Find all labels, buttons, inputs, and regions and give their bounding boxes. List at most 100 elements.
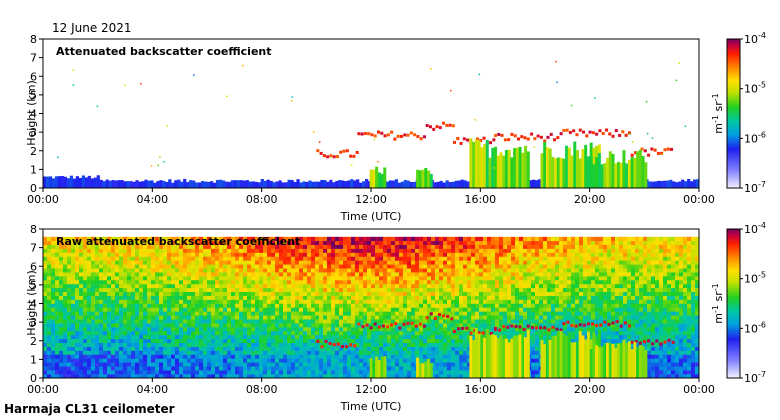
cloud-cell xyxy=(624,133,628,137)
raw-cell xyxy=(475,256,480,261)
raw-cell xyxy=(275,295,280,300)
raw-cell xyxy=(139,358,144,363)
boundary-layer-cell xyxy=(165,181,169,188)
raw-cell xyxy=(459,295,464,300)
raw-cell xyxy=(451,362,456,367)
raw-cell xyxy=(139,327,144,332)
raw-cell xyxy=(195,374,200,378)
raw-cell xyxy=(435,244,440,249)
raw-cell xyxy=(307,338,312,344)
raw-cell xyxy=(215,276,220,281)
raw-cell xyxy=(515,260,520,265)
raw-cell xyxy=(123,319,128,324)
raw-cell xyxy=(391,248,396,253)
raw-cell xyxy=(191,276,196,281)
cloud-cell xyxy=(357,132,361,136)
raw-cell xyxy=(175,338,180,344)
raw-cell xyxy=(99,252,104,257)
raw-cell xyxy=(235,323,240,328)
raw-cell xyxy=(431,268,436,273)
raw-cell xyxy=(391,268,396,273)
raw-cell xyxy=(319,370,324,375)
raw-cell xyxy=(159,374,164,378)
raw-cell xyxy=(411,315,416,320)
precipitation-cell xyxy=(421,169,425,188)
raw-cell xyxy=(363,295,368,300)
raw-cell xyxy=(259,354,264,359)
colorbar-tick-label: 10-5 xyxy=(744,81,766,96)
raw-cell xyxy=(487,330,492,336)
raw-cell xyxy=(539,295,544,300)
raw-cell xyxy=(463,370,468,375)
raw-cell xyxy=(215,252,220,257)
raw-cell xyxy=(59,268,64,273)
raw-cell xyxy=(151,342,156,347)
cloud-cell xyxy=(462,137,466,141)
raw-cell xyxy=(267,358,272,363)
raw-cell xyxy=(99,303,104,308)
raw-cell xyxy=(187,374,192,378)
raw-cell xyxy=(263,283,268,289)
raw-cell xyxy=(503,279,508,285)
raw-cell xyxy=(171,252,176,257)
raw-cell xyxy=(207,268,212,273)
raw-cell xyxy=(203,370,208,375)
raw-cell xyxy=(163,240,168,245)
raw-cell xyxy=(115,276,120,281)
raw-cell xyxy=(399,276,404,281)
raw-cell xyxy=(155,334,160,340)
raw-cell xyxy=(251,260,256,265)
raw-cell xyxy=(479,303,484,308)
raw-cell xyxy=(359,334,364,340)
raw-cell xyxy=(215,244,220,249)
raw-cell xyxy=(351,248,356,253)
raw-cell xyxy=(519,236,524,242)
raw-cell xyxy=(47,256,52,261)
raw-cell xyxy=(407,307,412,312)
raw-cell xyxy=(191,330,196,336)
raw-cell xyxy=(347,260,352,265)
cloud-cell xyxy=(660,151,664,155)
raw-cell xyxy=(531,334,536,340)
raw-cell xyxy=(103,327,108,332)
cloud-cell xyxy=(588,130,592,134)
raw-cell xyxy=(63,295,68,300)
raw-cell xyxy=(343,342,348,347)
raw-cell xyxy=(127,362,132,367)
raw-cell xyxy=(343,374,348,378)
raw-cell xyxy=(303,334,308,340)
cloud-cell xyxy=(650,147,654,151)
raw-cell xyxy=(191,283,196,289)
boundary-layer-cell xyxy=(666,180,670,188)
raw-cell xyxy=(327,366,332,371)
raw-cell xyxy=(95,291,100,296)
raw-cell xyxy=(159,299,164,304)
raw-cell xyxy=(79,248,84,253)
raw-cell xyxy=(187,358,192,363)
raw-cell xyxy=(103,279,108,285)
raw-cell xyxy=(75,358,80,363)
raw-cell xyxy=(127,358,132,363)
noise-dot xyxy=(72,69,74,71)
raw-cell xyxy=(367,283,372,289)
raw-cell xyxy=(407,279,412,285)
raw-cell xyxy=(243,307,248,312)
raw-cell xyxy=(331,303,336,308)
raw-cell xyxy=(539,303,544,308)
raw-cell xyxy=(359,354,364,359)
raw-cell xyxy=(247,303,252,308)
boundary-layer-cell xyxy=(236,180,241,188)
raw-cell xyxy=(287,362,292,367)
raw-cell xyxy=(63,244,68,249)
raw-cell xyxy=(247,248,252,253)
precipitation-cell xyxy=(614,163,618,188)
raw-cell xyxy=(459,323,464,328)
raw-cell xyxy=(443,323,448,328)
raw-cell xyxy=(95,311,100,316)
raw-cell xyxy=(351,276,356,281)
raw-cell xyxy=(299,295,304,300)
raw-cell xyxy=(211,342,216,347)
raw-cell xyxy=(151,315,156,320)
raw-cell xyxy=(179,303,184,308)
boundary-layer-cell xyxy=(654,181,658,188)
